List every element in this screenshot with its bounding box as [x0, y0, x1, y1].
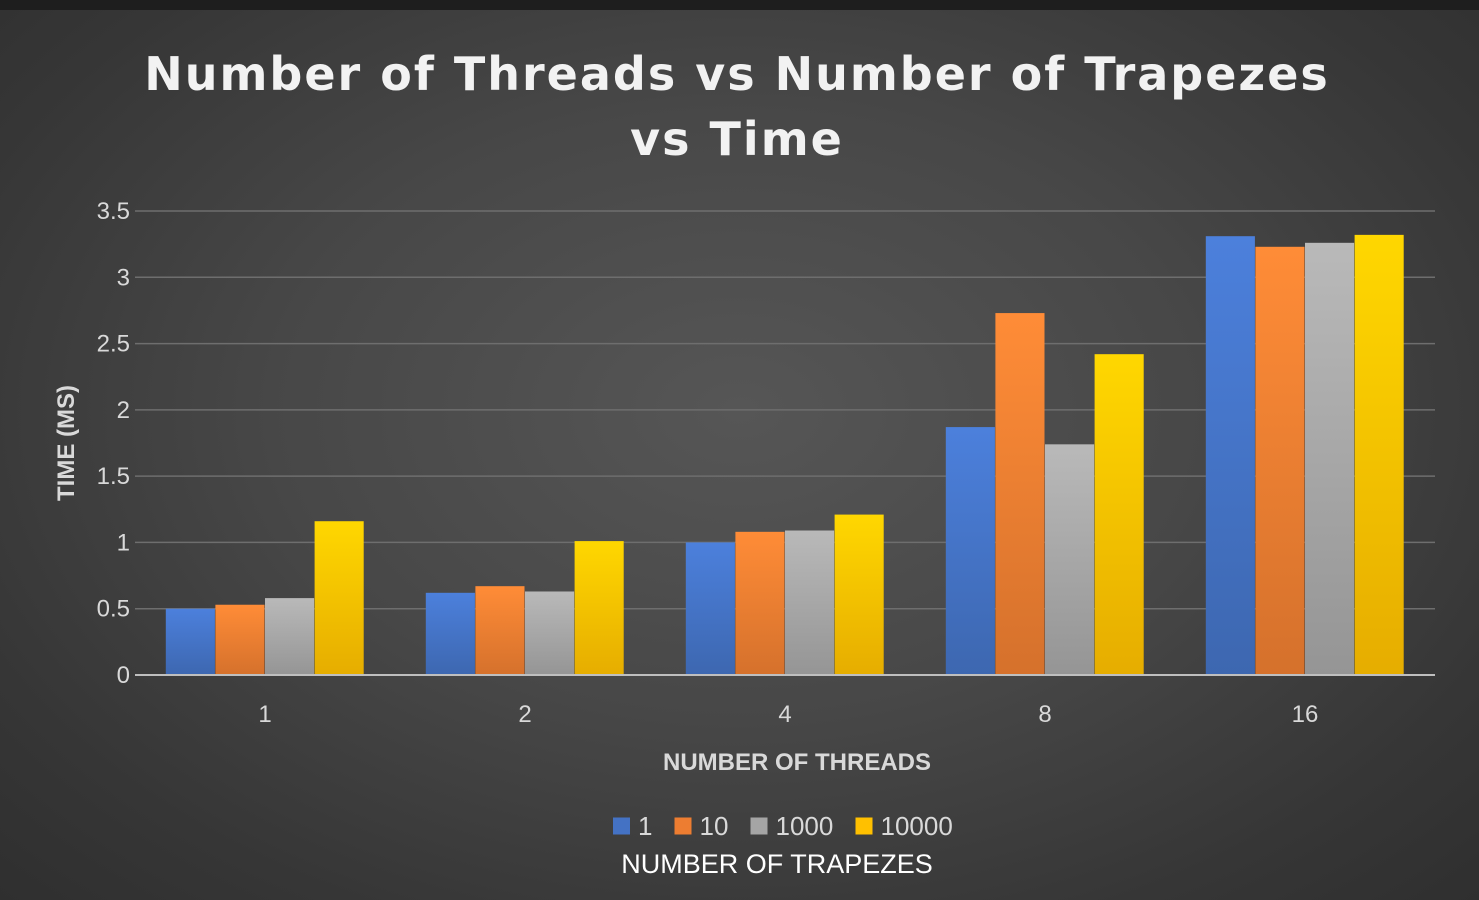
- x-axis-title: NUMBER OF THREADS: [663, 749, 931, 776]
- bar-series-1000-thread-2: [525, 591, 575, 675]
- legend-item: 1000: [750, 811, 834, 841]
- bar-series-10000-thread-8: [1094, 354, 1144, 675]
- y-tick-label: 3.5: [97, 198, 130, 225]
- legend-swatch: [855, 817, 873, 835]
- bar-series-10000-thread-1: [314, 521, 364, 675]
- y-tick-label: 2: [117, 397, 130, 424]
- bar-series-1000-thread-4: [785, 530, 835, 675]
- x-tick-label: 16: [1292, 701, 1319, 728]
- legend-label: 1000: [776, 811, 834, 841]
- bar-series-1-thread-1: [165, 608, 215, 675]
- legend-item: 10000: [855, 811, 953, 841]
- legend: 1 10 1000 10000: [613, 811, 953, 841]
- legend-swatch: [674, 817, 692, 835]
- bar-series-1000-thread-8: [1045, 444, 1095, 675]
- y-axis-title: TIME (MS): [53, 385, 80, 501]
- bar-series-10-thread-8: [995, 313, 1045, 675]
- legend-label: 1: [638, 811, 652, 841]
- y-tick-label: 0: [117, 662, 130, 689]
- bar-series-10-thread-4: [735, 531, 785, 675]
- x-tick-label: 1: [258, 701, 271, 728]
- y-tick-label: 2.5: [97, 331, 130, 358]
- legend-title: NUMBER OF TRAPEZES: [621, 849, 933, 879]
- bar-series-1000-thread-16: [1305, 242, 1355, 675]
- legend-swatch: [613, 817, 630, 835]
- x-axis-ticks: 1 2 4 8 16: [258, 701, 1318, 728]
- bar-series-1-thread-16: [1205, 236, 1255, 675]
- bar-series-10000-thread-4: [834, 514, 884, 675]
- bar-series-1-thread-4: [685, 542, 735, 675]
- bar-series-1-thread-2: [425, 592, 475, 675]
- x-tick-label: 2: [518, 701, 531, 728]
- bar-series-10-thread-2: [475, 586, 525, 675]
- bar-series-10-thread-16: [1255, 246, 1305, 675]
- legend-item: 1: [613, 811, 652, 841]
- bar-series-10000-thread-16: [1354, 234, 1404, 675]
- legend-label: 10000: [881, 811, 953, 841]
- chart-title-line-2: vs Time: [630, 112, 844, 166]
- x-tick-label: 8: [1038, 701, 1051, 728]
- x-tick-label: 4: [778, 701, 791, 728]
- y-tick-label: 0.5: [97, 596, 130, 623]
- bar-series-1-thread-8: [945, 427, 995, 675]
- bar-series-10-thread-1: [215, 604, 265, 675]
- legend-label: 10: [700, 811, 729, 841]
- chart-title: Number of Threads vs Number of Trapezes …: [144, 47, 1330, 166]
- legend-swatch: [750, 817, 768, 835]
- y-tick-label: 1: [117, 529, 130, 556]
- bars: [165, 234, 1404, 675]
- legend-item: 10: [674, 811, 729, 841]
- bar-series-10000-thread-2: [574, 541, 624, 675]
- y-tick-label: 1.5: [97, 463, 130, 490]
- y-tick-label: 3: [117, 264, 130, 291]
- chart-title-line-1: Number of Threads vs Number of Trapezes: [144, 47, 1330, 101]
- y-axis-ticks: 0 0.5 1 1.5 2 2.5 3 3.5: [97, 198, 130, 689]
- bar-series-1000-thread-1: [265, 598, 315, 675]
